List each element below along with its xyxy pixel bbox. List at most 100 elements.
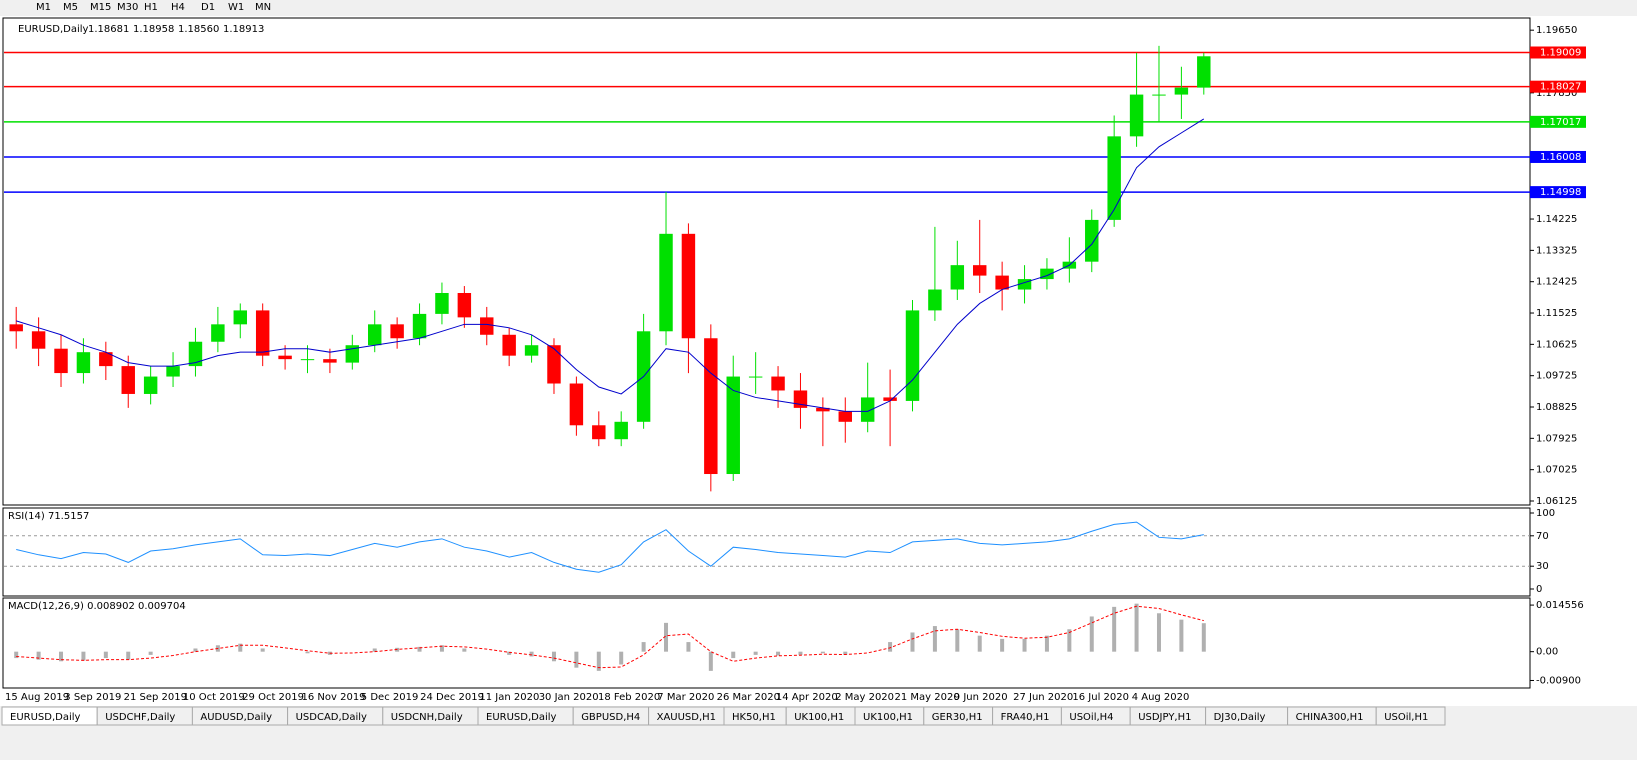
macd-bar (81, 651, 86, 661)
macd-bar (1089, 616, 1094, 652)
macd-bar (462, 648, 467, 652)
date-label: 30 Jan 2020 (539, 692, 599, 703)
tab-label[interactable]: USOil,H1 (1384, 712, 1428, 723)
timeframe-button[interactable]: D1 (201, 2, 215, 13)
level-label-box (1530, 46, 1586, 59)
macd-bar (664, 622, 669, 652)
macd-bar (708, 651, 713, 671)
candle-body (1017, 279, 1032, 290)
macd-signal (16, 605, 1204, 669)
candle-body (99, 352, 113, 367)
macd-bar (372, 648, 377, 652)
tab-label[interactable]: EURUSD,Daily (486, 712, 557, 723)
candle-body (1197, 56, 1211, 88)
candle-body (771, 376, 785, 391)
macd-bar (798, 651, 803, 655)
y-tick-label: 0 (1536, 584, 1542, 595)
candle-body (323, 359, 337, 363)
tab-label[interactable]: FRA40,H1 (1001, 712, 1050, 723)
macd-bar (126, 651, 131, 660)
timeframe-button[interactable]: M1 (36, 2, 51, 13)
y-tick-label: 1.10625 (1536, 339, 1577, 350)
candle-body (860, 397, 875, 422)
tab-label[interactable]: USDJPY,H1 (1138, 712, 1191, 723)
tab-label[interactable]: GER30,H1 (932, 712, 983, 723)
timeframe-button[interactable]: MN (255, 2, 271, 13)
tab-label[interactable]: USDCHF,Daily (105, 712, 175, 723)
y-tick-label: -0.00900 (1536, 675, 1581, 686)
level-label: 1.14998 (1540, 187, 1581, 198)
timeframe-button[interactable]: H4 (171, 2, 185, 13)
candle-body (681, 233, 696, 339)
macd-bar (507, 651, 512, 655)
level-label-box (1530, 115, 1586, 128)
macd-bar (731, 651, 736, 659)
timeframe-button[interactable]: M30 (117, 2, 138, 13)
date-label: 27 Jun 2020 (1013, 692, 1073, 703)
macd-bar (977, 635, 982, 652)
candle-body (614, 421, 628, 440)
candle-body (1040, 268, 1054, 280)
level-label-box (1530, 80, 1586, 93)
tab-label[interactable]: USOil,H4 (1069, 712, 1113, 723)
date-label: 24 Dec 2019 (420, 692, 484, 703)
tab-label[interactable]: UK100,H1 (794, 712, 844, 723)
tab-label[interactable]: AUDUSD,Daily (200, 712, 272, 723)
tab-label[interactable]: XAUUSD,H1 (657, 712, 716, 723)
macd-bar (439, 645, 444, 652)
date-label: 11 Jan 2020 (479, 692, 539, 703)
candle-body (9, 324, 23, 332)
candle-body (300, 359, 315, 361)
tab-label[interactable]: USDCAD,Daily (296, 712, 367, 723)
level-label: 1.16008 (1540, 152, 1581, 163)
candle-body (592, 425, 606, 440)
timeframe-button[interactable]: M15 (90, 2, 111, 13)
tab-label[interactable]: USDCNH,Daily (391, 712, 463, 723)
header-value: 1.18913 (223, 24, 264, 35)
macd-bar (36, 651, 41, 660)
timeframe-button[interactable]: H1 (144, 2, 158, 13)
level-label-box (1530, 186, 1586, 199)
tab-label[interactable]: GBPUSD,H4 (581, 712, 640, 723)
candle-body (816, 407, 830, 412)
macd-bar (955, 629, 960, 652)
candle-body (121, 366, 135, 394)
y-tick-label: 100 (1536, 508, 1555, 519)
macd-bar (14, 651, 19, 659)
tab-label[interactable]: CHINA300,H1 (1296, 712, 1364, 723)
candle-body (211, 324, 225, 342)
macd-bar (1044, 635, 1049, 652)
candle-body (255, 310, 270, 356)
candle-body (547, 345, 561, 384)
candle-body (838, 411, 852, 422)
timeframe-button[interactable]: M5 (63, 2, 78, 13)
date-label: 14 Apr 2020 (776, 692, 838, 703)
tab-label[interactable]: HK50,H1 (732, 712, 776, 723)
y-tick-label: 1.09725 (1536, 371, 1577, 382)
candle-body (31, 331, 46, 349)
tab-label[interactable]: EURUSD,Daily (10, 712, 81, 723)
macd-bar (1179, 619, 1184, 652)
moving-average (16, 118, 1205, 412)
y-tick-label: 1.13325 (1536, 245, 1577, 256)
candle-body (1085, 219, 1099, 262)
date-label: 21 Sep 2019 (124, 692, 187, 703)
macd-bar (1156, 613, 1161, 652)
macd-bar (1112, 606, 1117, 652)
candle-body (233, 310, 247, 325)
timeframe-button[interactable]: W1 (228, 2, 244, 13)
y-tick-label: 1.11525 (1536, 308, 1577, 319)
macd-bar (148, 651, 153, 655)
tab[interactable] (1375, 706, 1446, 726)
candle-body (1174, 87, 1189, 95)
candle-body (143, 376, 158, 394)
tab-label[interactable]: DJ30,Daily (1214, 712, 1266, 723)
macd-bar (529, 651, 534, 657)
macd-bar (932, 626, 937, 652)
macd-bar (193, 648, 198, 652)
date-label: 15 Aug 2019 (5, 692, 69, 703)
tab-label[interactable]: UK100,H1 (863, 712, 913, 723)
macd-bar (776, 651, 781, 656)
y-tick-label: 70 (1536, 531, 1549, 542)
